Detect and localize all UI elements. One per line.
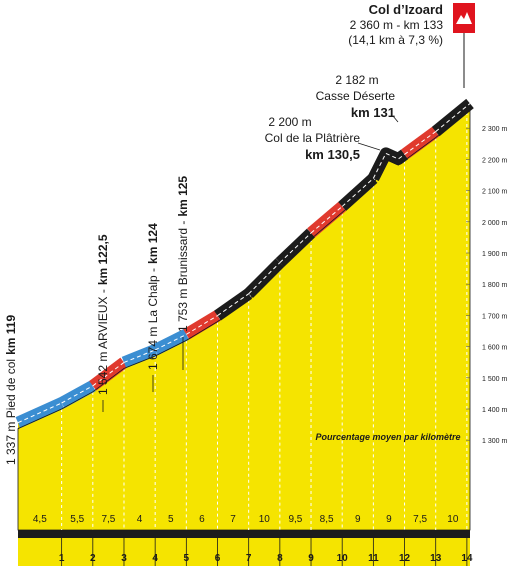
y-tick-label: 1 900 m (482, 251, 507, 258)
vertical-annotation: 1 337 m Pied de col km 119 (4, 315, 18, 465)
annotation-km: km 125 (176, 176, 190, 217)
km-tick-label: 7 (246, 553, 252, 564)
km-tick-label: 4 (152, 553, 158, 564)
summit-icon (456, 12, 472, 24)
grade-label: 10 (259, 514, 271, 525)
grade-band-dash (372, 152, 405, 179)
annotation-leader (357, 142, 381, 151)
grade-label: 9,5 (288, 514, 302, 525)
summary: (14,1 km à 7,3 %) (348, 33, 443, 47)
grade-label: 5,5 (70, 514, 84, 525)
km-tick-label: 1 (59, 553, 65, 564)
grade-band-dash (186, 315, 218, 335)
y-tick-label: 2 100 m (482, 189, 507, 196)
grade-label: 4,5 (33, 514, 47, 525)
grade-band (400, 126, 440, 160)
km-tick-label: 10 (337, 553, 349, 564)
annotation-text: 1 337 m Pied de col (4, 359, 18, 465)
grade-label: 7 (230, 514, 236, 525)
grade-band-dash (248, 262, 281, 295)
grade-label: 9 (386, 514, 392, 525)
y-tick-label: 1 700 m (482, 313, 507, 320)
subtitle: 2 360 m - km 133 (350, 18, 444, 32)
vertical-annotation: 1 674 m La Chalp - km 124 (146, 223, 160, 370)
km-strip (18, 538, 470, 566)
annotation-name: Casse Déserte (316, 89, 396, 103)
km-tick-label: 3 (121, 553, 127, 564)
km-tick-label: 9 (308, 553, 314, 564)
grade-band-dash (123, 349, 156, 363)
grade-band (307, 201, 347, 238)
profile-area (17, 108, 471, 531)
annotation-leader (392, 115, 399, 123)
km-tick-label: 2 (90, 553, 96, 564)
grade-label: 7,5 (413, 514, 427, 525)
summit-flag (453, 3, 475, 33)
grade-band-dash (217, 293, 249, 317)
annotation-km: km 131 (351, 105, 395, 120)
title: Col d’Izoard (369, 2, 443, 17)
y-tick-label: 1 300 m (482, 438, 507, 445)
y-tick-label: 1 500 m (482, 376, 507, 383)
km-tick-label: 6 (215, 553, 221, 564)
y-tick-label: 1 600 m (482, 345, 507, 352)
grade-label: 8,5 (320, 514, 334, 525)
annotation-km: km 130,5 (305, 147, 360, 162)
grade-label: 6 (199, 514, 205, 525)
vertical-annotation: 1 542 m ARVIEUX - km 122,5 (96, 234, 110, 395)
y-tick-label: 2 300 m (482, 126, 507, 133)
legend-note: Pourcentage moyen par kilomètre (315, 432, 460, 442)
grade-label: 5 (168, 514, 174, 525)
base-strip (18, 530, 470, 538)
annotation-km: km 122,5 (96, 234, 110, 285)
km-tick-label: 5 (184, 553, 190, 564)
grade-band-dash (61, 385, 94, 404)
vertical-annotation: 1 753 m Brunissard - km 125 (176, 176, 190, 332)
grade-band-dash (154, 333, 187, 351)
grade-band-dash (17, 402, 62, 424)
grade-label: 9 (355, 514, 361, 525)
y-tick-label: 1 800 m (482, 282, 507, 289)
grade-label: 7,5 (101, 514, 115, 525)
annotation-text: 1 542 m ARVIEUX - (96, 289, 110, 395)
annotation-elevation: 2 182 m (335, 73, 378, 87)
y-tick-label: 1 400 m (482, 407, 507, 414)
grade-band (89, 357, 128, 391)
annotation-elevation: 2 200 m (268, 115, 311, 129)
y-tick-label: 2 200 m (482, 157, 507, 164)
profile-line (17, 109, 471, 430)
grade-label: 10 (447, 514, 459, 525)
km-tick-label: 13 (430, 553, 442, 564)
annotation-text: 1 674 m La Chalp - (146, 268, 160, 370)
annotation-km: km 124 (146, 223, 160, 264)
grade-label: 4 (137, 514, 143, 525)
km-tick-label: 11 (368, 553, 379, 564)
annotation-km: km 119 (4, 315, 18, 355)
y-tick-label: 2 000 m (482, 220, 507, 227)
km-tick-label: 8 (277, 553, 283, 564)
grade-band (338, 173, 378, 211)
km-tick-label: 12 (399, 553, 411, 564)
grade-band-dash (279, 232, 312, 263)
km-tick-label: 14 (461, 553, 473, 564)
grade-band-dash (435, 103, 471, 132)
annotation-text: 1 753 m Brunissard - (176, 221, 190, 332)
annotation-name: Col de la Plâtrière (265, 131, 361, 145)
